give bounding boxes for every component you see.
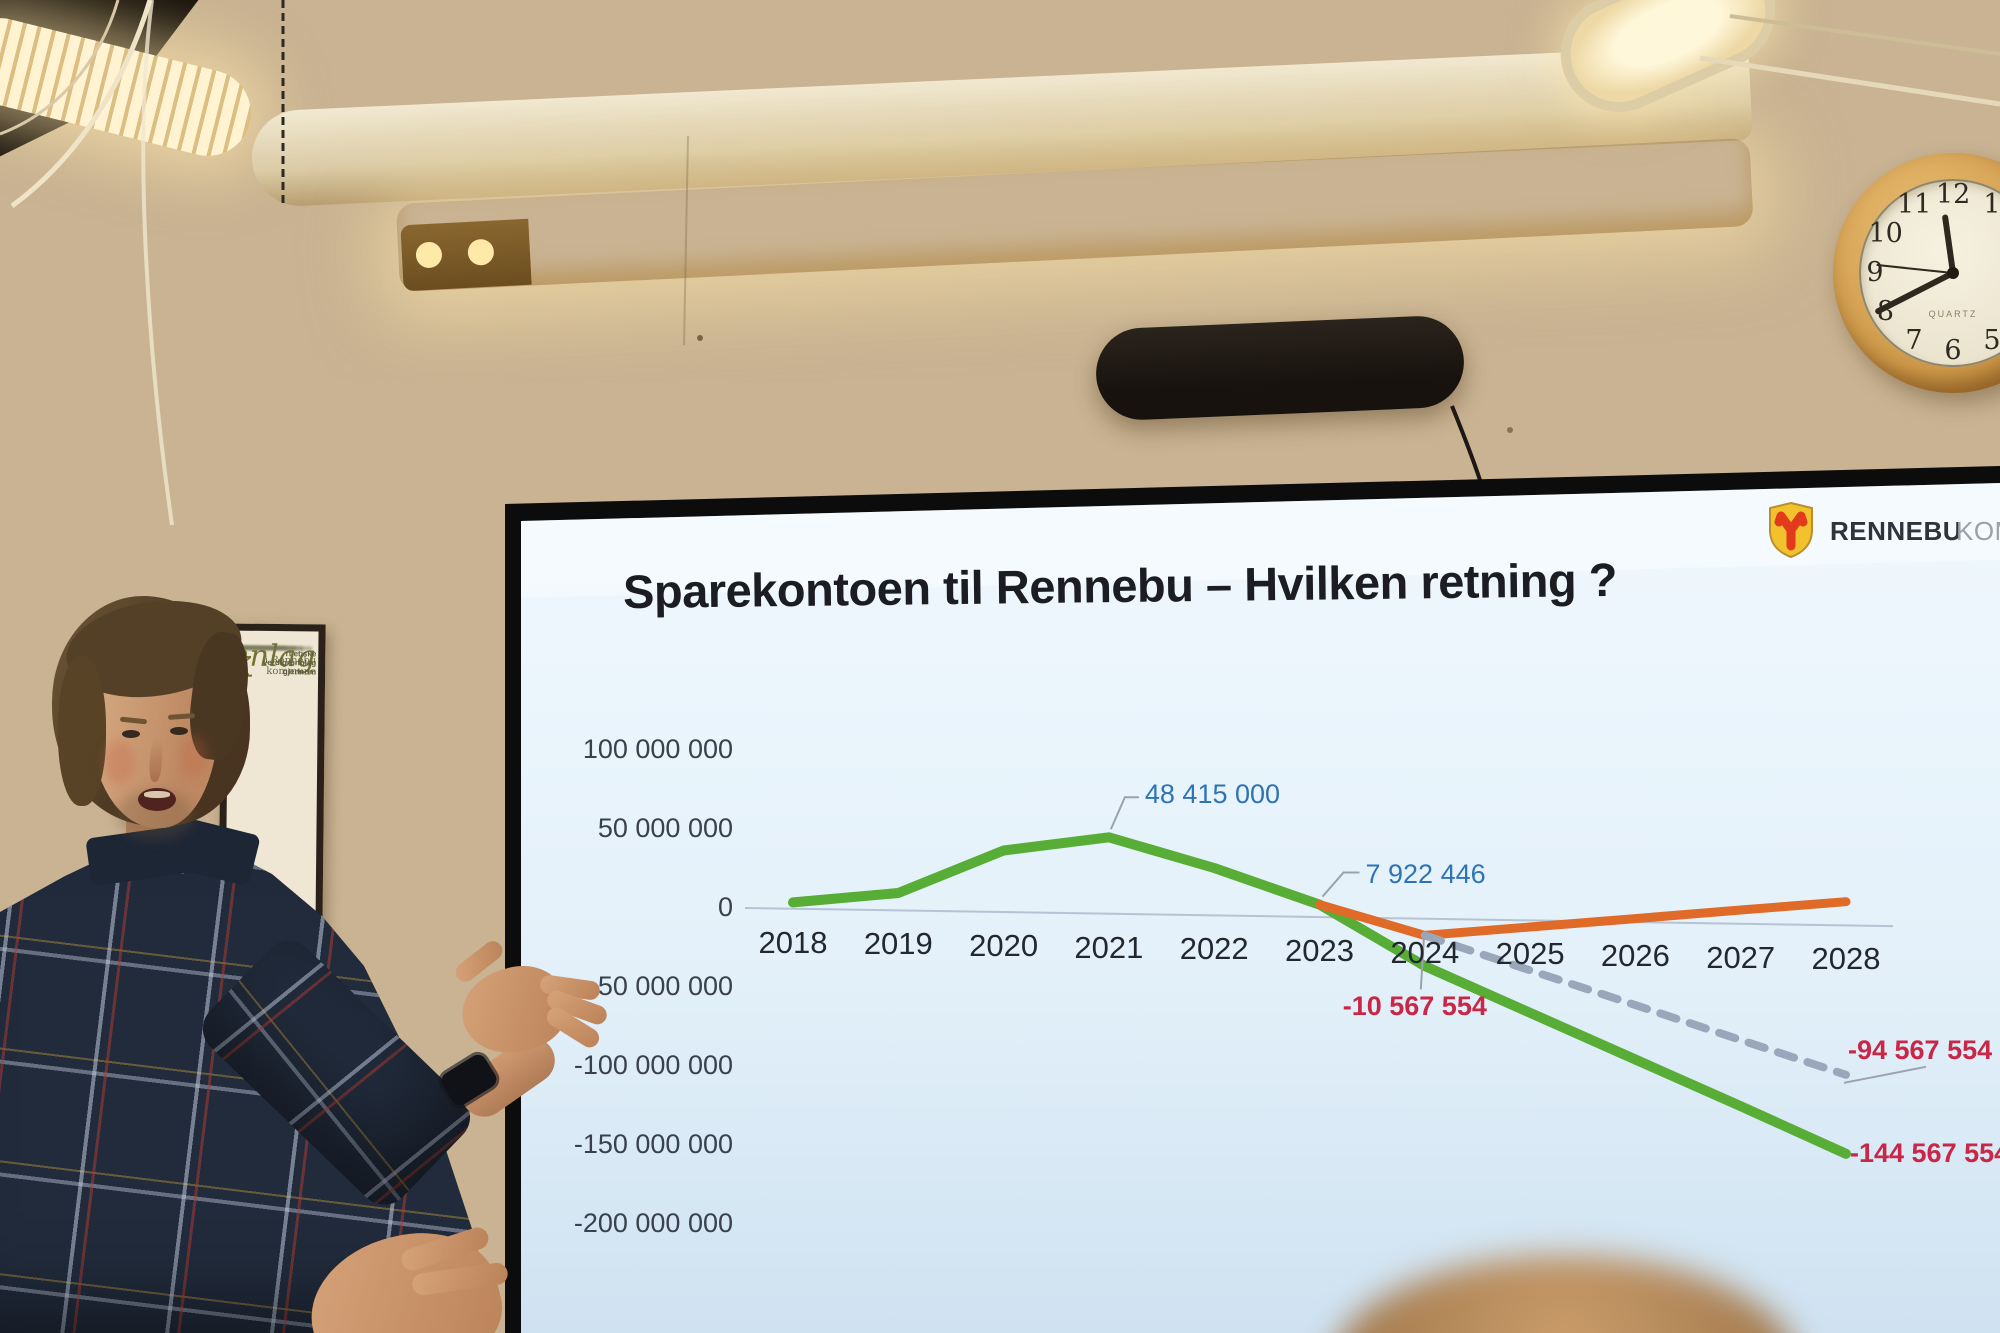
cheek <box>180 736 208 778</box>
eye <box>170 727 188 735</box>
second-hand <box>1876 264 1954 274</box>
clock-numeral: 5 <box>1983 324 2000 356</box>
clock-numerals: 121234567891011 <box>1833 153 2000 393</box>
hair-lock <box>58 656 106 806</box>
clock-brand-text: QUARTZ <box>1928 309 1978 319</box>
presenter-head <box>52 590 258 846</box>
coat-of-arms-shield-icon <box>1769 502 1813 558</box>
minute-hand <box>1875 270 1956 315</box>
clock-numeral: 6 <box>1944 335 1962 366</box>
wall-clock: 121234567891011 QUARTZ <box>1833 153 2000 393</box>
clock-numeral: 7 <box>1905 324 1923 356</box>
eye <box>122 730 140 738</box>
logo-text-primary: RENNEBU <box>1830 516 1963 546</box>
clock-face <box>1859 179 2000 367</box>
teeth <box>144 791 170 798</box>
fluorescent-tube-socket <box>400 218 532 292</box>
municipality-logo: RENNEBU KOMMU <box>1768 500 2000 560</box>
clock-numeral: 1 <box>1983 189 2000 221</box>
clock-hands <box>1875 214 1959 315</box>
clock-numeral: 10 <box>1868 218 1903 249</box>
clock-numeral: 12 <box>1936 179 1971 210</box>
logo-text-secondary: KOMMU <box>1956 516 2000 546</box>
clock-numeral: 11 <box>1897 189 1932 221</box>
soundbar <box>1094 314 1466 422</box>
hour-hand <box>1942 214 1956 276</box>
cheek <box>104 740 134 784</box>
clock-hub <box>1947 267 1959 279</box>
